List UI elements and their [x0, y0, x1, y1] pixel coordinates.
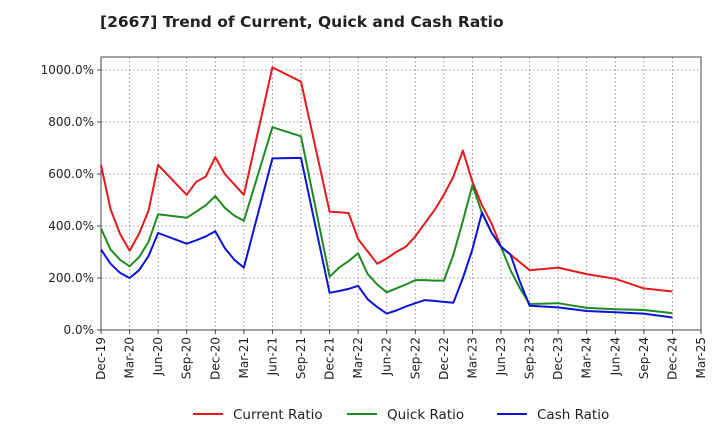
x-tick-label: Dec-19	[94, 337, 108, 380]
x-tick-label: Jun-23	[494, 337, 508, 376]
y-tick-label: 600.0%	[48, 167, 94, 181]
legend-label-current-ratio: Current Ratio	[233, 407, 323, 423]
legend: Current Ratio Quick Ratio Cash Ratio	[193, 407, 609, 423]
x-tick-label: Dec-22	[437, 337, 451, 380]
x-tick-label: Dec-23	[551, 337, 565, 380]
y-tick-label: 1000.0%	[41, 63, 94, 77]
x-tick-label: Sep-24	[637, 337, 651, 379]
legend-label-quick-ratio: Quick Ratio	[387, 407, 464, 423]
legend-label-cash-ratio: Cash Ratio	[537, 407, 609, 423]
x-tick-label: Mar-24	[580, 337, 594, 378]
x-tick-label: Mar-25	[694, 337, 708, 378]
series-line-quick-ratio	[100, 126, 673, 315]
x-tick-label: Sep-22	[408, 337, 422, 379]
x-tick-label: Dec-24	[665, 337, 679, 380]
x-tick-label: Jun-22	[380, 337, 394, 376]
plot-area	[100, 56, 702, 331]
x-tick-label: Jun-20	[151, 337, 165, 376]
grid-layer	[100, 57, 702, 331]
axis-ticks: 0.0% 200.0% 400.0% 600.0% 800.0% 1000.0% Dec-1…	[41, 63, 708, 380]
chart-title: [2667] Trend of Current, Quick and Cash …	[100, 13, 504, 31]
x-tick-label: Jun-21	[265, 337, 279, 376]
x-tick-label: Mar-23	[465, 337, 479, 378]
x-tick-label: Sep-23	[523, 337, 537, 379]
series-line-current-ratio	[100, 66, 673, 293]
y-tick-label: 200.0%	[48, 271, 94, 285]
y-tick-label: 800.0%	[48, 115, 94, 129]
y-tick-label: 0.0%	[64, 323, 95, 337]
x-tick-label: Sep-20	[180, 337, 194, 379]
x-tick-label: Mar-21	[237, 337, 251, 378]
series-lines	[100, 66, 673, 319]
y-tick-label: 400.0%	[48, 219, 94, 233]
x-tick-label: Dec-20	[208, 337, 222, 380]
x-tick-label: Jun-24	[608, 337, 622, 376]
x-tick-label: Mar-20	[123, 337, 137, 378]
x-tick-label: Dec-21	[323, 337, 337, 380]
x-tick-label: Sep-21	[294, 337, 308, 379]
x-tick-label: Mar-22	[351, 337, 365, 378]
series-line-cash-ratio	[100, 156, 673, 319]
